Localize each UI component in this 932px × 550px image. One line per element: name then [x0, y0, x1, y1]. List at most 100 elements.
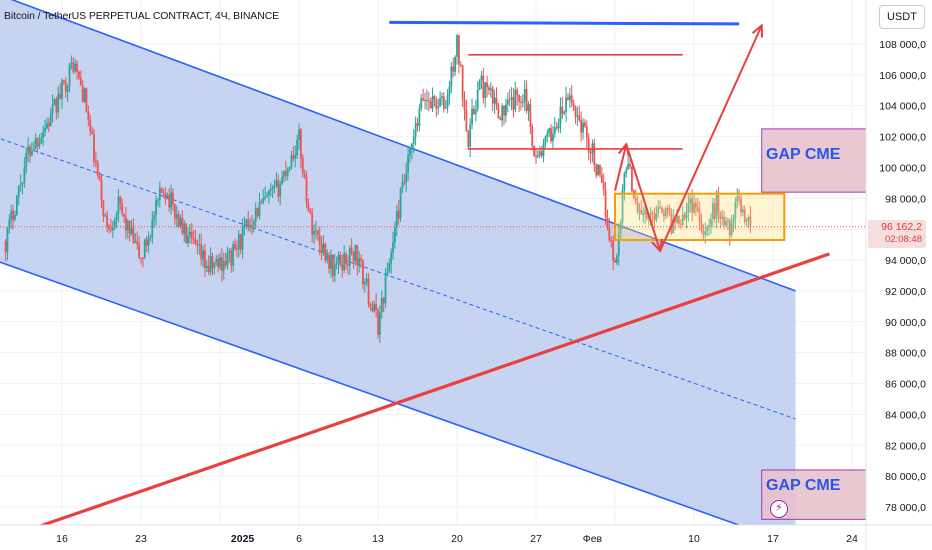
candle-body: [625, 168, 628, 174]
candle-body: [640, 210, 643, 215]
candle-body: [371, 306, 374, 312]
candle-body: [245, 219, 248, 225]
candle-body: [157, 199, 159, 201]
chart-title: Bitcoin / TetherUS PERPETUAL CONTRACT, 4…: [4, 10, 280, 22]
candle-body: [362, 260, 364, 285]
candle-body: [435, 99, 438, 109]
candle-body: [40, 137, 43, 144]
candle-body: [501, 105, 504, 121]
candle-body: [271, 186, 274, 190]
candle-body: [431, 96, 434, 109]
candle-body: [674, 219, 677, 223]
candle-body: [117, 196, 120, 215]
candle-body: [629, 164, 631, 167]
candle-body: [205, 265, 208, 269]
candle-body: [380, 297, 383, 313]
candle-body: [409, 148, 411, 156]
candle-body: [288, 166, 291, 169]
currency-button[interactable]: USDT: [879, 5, 925, 29]
candle-body: [324, 243, 327, 261]
candle-body: [15, 196, 18, 215]
candle-body: [604, 189, 607, 218]
candle-body: [527, 104, 530, 111]
channel-fill: [0, 0, 796, 534]
candle-body: [480, 75, 483, 81]
candle-body: [448, 86, 451, 96]
candle-body: [79, 77, 82, 86]
candle-body: [47, 123, 50, 127]
candle-body: [181, 217, 184, 234]
candle-body: [160, 187, 163, 193]
candle-body: [237, 234, 240, 250]
candle-body: [123, 213, 125, 217]
y-tick-label: 80 000,0: [885, 471, 926, 483]
x-tick-label: 6: [296, 533, 302, 545]
candle-body: [698, 211, 701, 223]
candle-body: [608, 227, 611, 241]
candle-body: [360, 258, 362, 261]
scenario-arrowhead-up-1: [617, 142, 630, 157]
candle-body: [610, 240, 613, 242]
candle-body: [664, 207, 667, 216]
candle-body: [21, 182, 24, 185]
candle-body: [83, 88, 86, 102]
candle-body: [661, 208, 663, 213]
candle-body: [461, 65, 464, 100]
candle-body: [125, 216, 127, 231]
candle-body: [711, 203, 714, 220]
candle-body: [471, 108, 473, 125]
x-tick-label: 20: [451, 533, 463, 545]
candle-body: [128, 220, 131, 234]
candle-body: [279, 183, 282, 197]
candle-body: [211, 256, 214, 269]
candle-body: [623, 173, 626, 190]
candle-body: [350, 247, 353, 253]
candle-body: [61, 80, 63, 99]
candle-body: [580, 120, 583, 133]
candle-body: [514, 89, 517, 110]
candle-body: [382, 297, 385, 304]
y-tick-label: 84 000,0: [885, 409, 926, 421]
candle-body: [525, 88, 528, 111]
candle-body: [367, 278, 370, 305]
candle-body: [508, 99, 511, 101]
candle-body: [540, 151, 543, 156]
candle-body: [450, 66, 453, 87]
candle-body: [198, 244, 201, 246]
candle-body: [189, 231, 191, 236]
candle-body: [745, 219, 748, 222]
candle-body: [49, 113, 52, 127]
lightning-icon[interactable]: ⚡: [770, 500, 788, 518]
candle-body: [222, 261, 225, 271]
candle-body: [179, 217, 182, 227]
candle-body: [130, 228, 133, 234]
candle-body: [113, 220, 116, 228]
candle-body: [273, 185, 276, 187]
candle-body: [679, 223, 682, 225]
scenario-path: [614, 25, 763, 252]
candle-body: [307, 202, 310, 211]
candle-body: [311, 213, 314, 235]
candle-body: [12, 210, 14, 220]
candle-body: [326, 254, 329, 261]
candle-body: [493, 97, 496, 104]
candle-body: [343, 253, 346, 270]
candle-body: [264, 196, 267, 199]
candle-body: [715, 195, 718, 219]
candle-body: [600, 174, 603, 183]
candle-body: [59, 93, 62, 99]
candle-body: [27, 146, 30, 153]
candle-body: [202, 250, 204, 260]
candle-body: [563, 111, 566, 114]
candle-body: [260, 202, 263, 204]
candle-body: [531, 126, 534, 146]
candle-body: [183, 223, 186, 234]
candle-body: [320, 244, 323, 254]
candle-body: [559, 106, 562, 124]
candle-body: [268, 190, 270, 196]
candle-body: [309, 210, 312, 214]
candle-body: [269, 189, 272, 191]
candle-body: [392, 242, 394, 253]
candle-body: [55, 99, 58, 113]
